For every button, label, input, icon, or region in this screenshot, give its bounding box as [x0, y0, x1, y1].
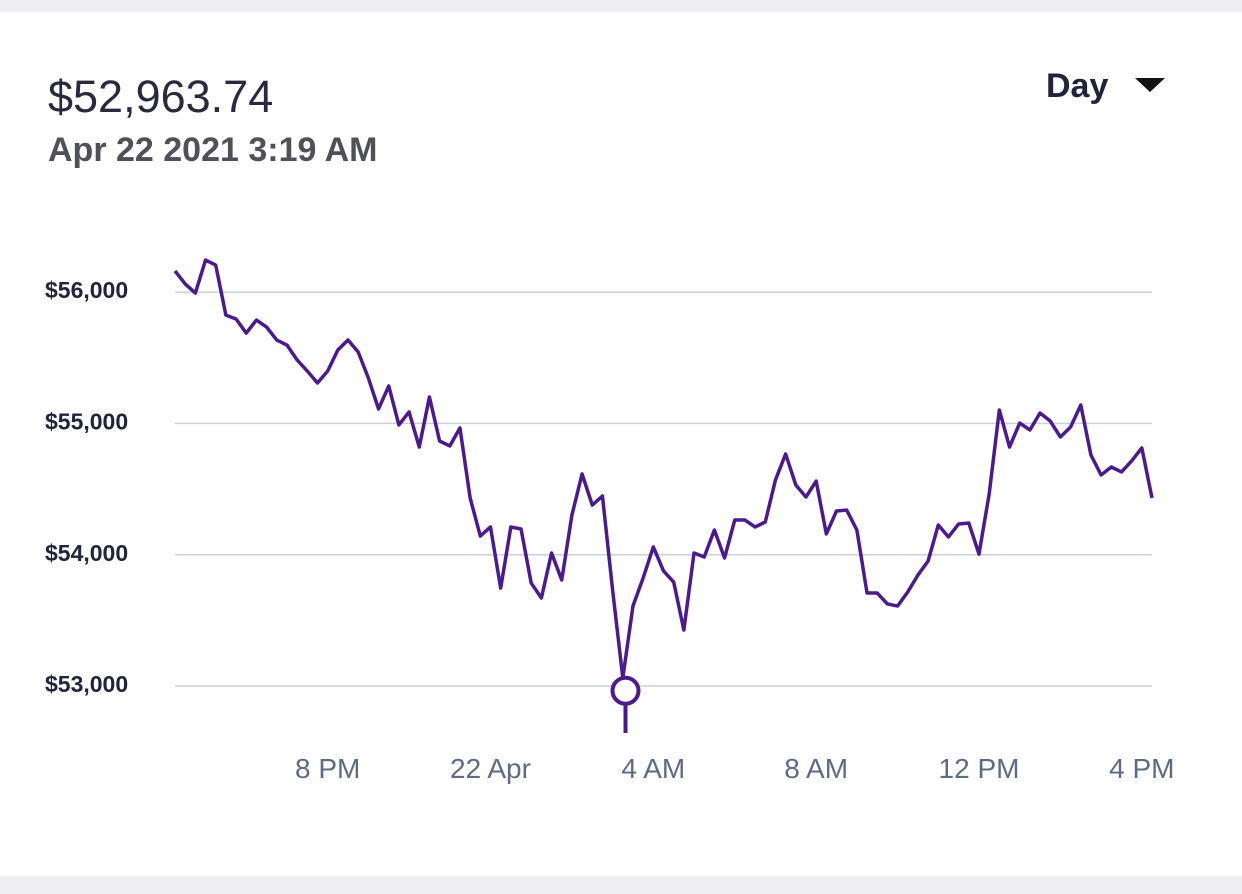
- x-tick-label: 4 AM: [621, 753, 685, 784]
- y-tick-label: $53,000: [45, 671, 128, 697]
- y-tick-label: $54,000: [45, 540, 128, 566]
- bottom-band: [0, 876, 1242, 894]
- x-tick-label: 8 PM: [295, 753, 360, 784]
- dropdown-arrow[interactable]: [1135, 78, 1165, 92]
- top-band: [0, 0, 1242, 12]
- x-tick-label: 22 Apr: [450, 753, 531, 784]
- x-tick-label: 4 PM: [1109, 753, 1174, 784]
- y-tick-label: $55,000: [45, 408, 128, 434]
- price: $52,963.74: [48, 71, 273, 122]
- timestamp: Apr 22 2021 3:19 AM: [48, 131, 377, 169]
- price-line: [173, 258, 1154, 680]
- range-dropdown[interactable]: Day: [1046, 67, 1165, 105]
- range-label[interactable]: Day: [1046, 67, 1108, 105]
- selection-marker: [610, 675, 641, 706]
- x-tick-label: 12 PM: [939, 753, 1020, 784]
- x-tick-label: 8 AM: [784, 753, 848, 784]
- y-tick-label: $56,000: [45, 277, 128, 303]
